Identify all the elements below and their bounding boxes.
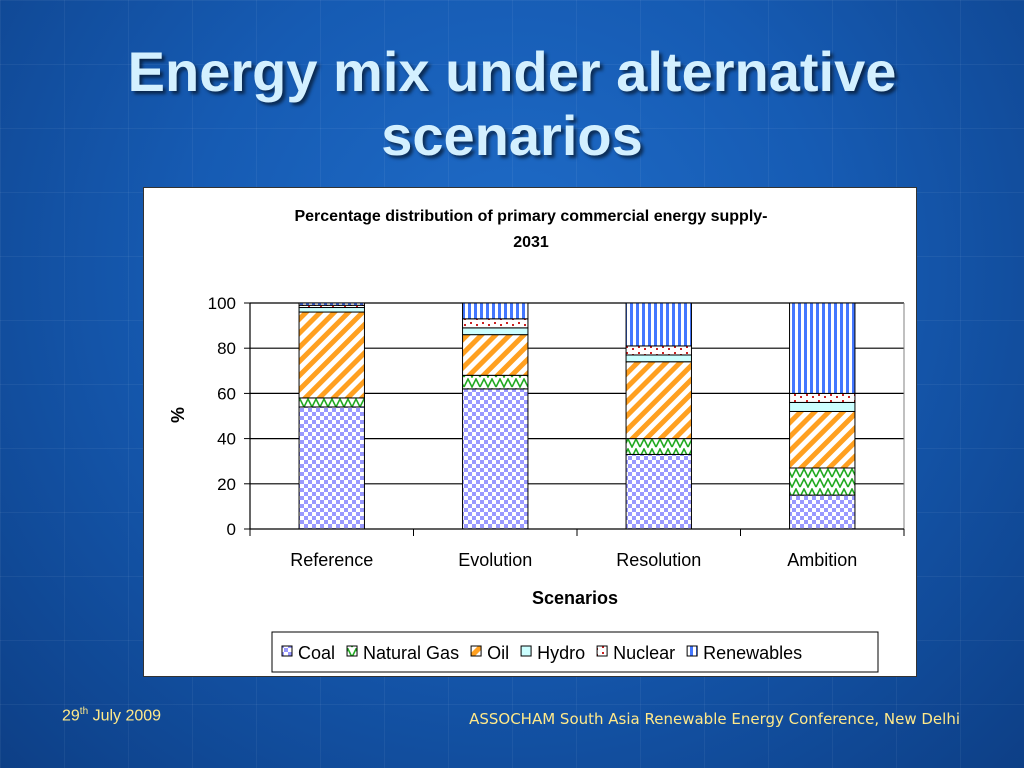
- legend-swatch: [686, 645, 698, 657]
- footer-date-rest: July 2009: [88, 707, 162, 725]
- y-tick-label: 20: [217, 475, 236, 494]
- y-tick-label: 0: [227, 520, 236, 539]
- bar-segment-coal: [625, 453, 692, 530]
- bar-segment-renewables: [789, 302, 856, 394]
- bar-segment-oil: [625, 361, 692, 440]
- legend-swatch: [596, 645, 608, 657]
- x-tick-label: Reference: [290, 550, 373, 570]
- footer-date-suffix: th: [79, 706, 89, 717]
- bar-segment-coal: [462, 388, 529, 530]
- x-tick-label: Ambition: [787, 550, 857, 570]
- legend-entry: Hydro: [537, 643, 585, 663]
- footer-date-day: 29: [62, 707, 80, 725]
- axes: 0 20 40 60 80 100 Reference Evolution Resolution…: [208, 294, 905, 570]
- y-axis-label: %: [168, 407, 188, 423]
- slide-title-line1: Energy mix under alternative: [127, 40, 897, 103]
- x-tick-label: Resolution: [616, 550, 701, 570]
- chart-container: Percentage distribution of primary comme…: [143, 187, 917, 677]
- legend-swatch: [346, 645, 358, 657]
- y-tick-label: 60: [217, 384, 236, 403]
- legend-swatch: [470, 645, 482, 657]
- footer-date: 29th July 2009: [62, 706, 161, 725]
- bar-segment-natural-gas: [298, 397, 365, 408]
- legend-entry: Coal: [298, 643, 335, 663]
- y-tick-label: 80: [217, 339, 236, 358]
- bar-segment-natural-gas: [789, 467, 856, 496]
- bar-segment-hydro: [625, 354, 692, 363]
- bar-segment-oil: [462, 334, 529, 376]
- legend-entry: Nuclear: [613, 643, 675, 663]
- legend-box: [271, 631, 879, 673]
- legend-entry: Natural Gas: [363, 643, 459, 663]
- slide-title: Energy mix under alternative scenarios: [40, 40, 984, 168]
- x-tick-label: Evolution: [458, 550, 532, 570]
- bar-segment-natural-gas: [625, 438, 692, 455]
- legend-swatch: [281, 645, 293, 657]
- bar-segment-nuclear: [789, 392, 856, 403]
- slide-title-line2: scenarios: [381, 104, 643, 167]
- legend-entry: Renewables: [703, 643, 802, 663]
- y-tick-label: 100: [208, 294, 236, 313]
- chart-title-line2: 2031: [513, 234, 549, 251]
- x-axis-label: Scenarios: [532, 588, 618, 608]
- bar-segment-oil: [789, 410, 856, 469]
- bar-segment-oil: [298, 311, 365, 399]
- footer-conference: ASSOCHAM South Asia Renewable Energy Con…: [469, 710, 960, 728]
- bar-segment-coal: [789, 494, 856, 530]
- bar-segment-natural-gas: [462, 374, 529, 390]
- bar-segment-hydro: [298, 307, 365, 313]
- bar-segment-renewables: [298, 302, 365, 306]
- bar-segment-renewables: [625, 302, 692, 347]
- bar-segment-coal: [298, 406, 365, 530]
- bar-segment-hydro: [789, 401, 856, 412]
- bar-segment-renewables: [462, 302, 529, 320]
- legend-swatch: [520, 645, 532, 657]
- bars: [298, 302, 856, 530]
- stacked-bar-chart: Percentage distribution of primary comme…: [168, 208, 905, 673]
- chart-title-line1: Percentage distribution of primary comme…: [294, 208, 767, 225]
- bar-segment-nuclear: [462, 318, 529, 329]
- legend-entry: Oil: [487, 643, 509, 663]
- bar-segment-hydro: [462, 327, 529, 336]
- bar-segment-nuclear: [625, 345, 692, 356]
- y-tick-label: 40: [217, 430, 236, 449]
- legend: Coal Natural Gas Oil Hydro Nuclear Renewables: [271, 631, 879, 673]
